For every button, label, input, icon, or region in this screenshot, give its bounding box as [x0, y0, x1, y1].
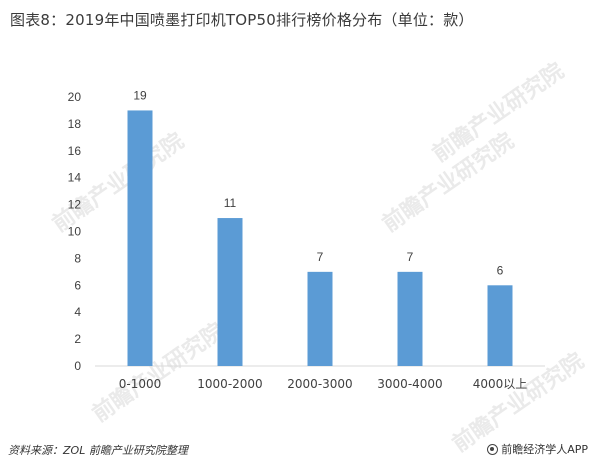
- bars: 19 11 7 7 6: [127, 88, 513, 366]
- data-label: 19: [133, 88, 147, 102]
- brand-logo-icon: [487, 444, 499, 455]
- chart-title: 图表8：2019年中国喷墨打印机TOP50排行榜价格分布（单位：款）: [10, 11, 474, 29]
- y-tick-label: 4: [74, 305, 81, 319]
- y-tick-label: 12: [68, 198, 82, 212]
- bar: [127, 110, 153, 366]
- y-tick-label: 16: [68, 144, 82, 158]
- x-tick-label: 4000以上: [473, 377, 528, 391]
- y-tick-label: 20: [68, 90, 82, 104]
- y-tick-label: 14: [68, 171, 82, 185]
- bar: [217, 218, 243, 366]
- x-tick-label: 1000-2000: [197, 377, 262, 391]
- y-tick-label: 8: [74, 251, 81, 265]
- data-label: 6: [497, 263, 504, 277]
- x-axis: 0-1000 1000-2000 2000-3000 3000-4000 4000以上: [119, 377, 528, 391]
- brand-text: 前瞻经济学人APP: [501, 443, 588, 456]
- y-tick-label: 2: [74, 332, 81, 346]
- bar: [307, 271, 333, 366]
- x-tick-label: 0-1000: [119, 377, 162, 391]
- bar: [397, 271, 423, 366]
- y-tick-label: 6: [74, 278, 81, 292]
- y-tick-label: 0: [74, 359, 81, 373]
- x-tick-label: 2000-3000: [287, 377, 352, 391]
- bar: [487, 285, 513, 366]
- y-tick-label: 18: [68, 117, 82, 131]
- y-axis: 0 2 4 6 8 10 12 14 16 18 20: [68, 90, 82, 373]
- source-note: 资料来源：ZOL 前瞻产业研究院整理: [8, 444, 188, 457]
- data-label: 11: [224, 196, 237, 210]
- y-tick-label: 10: [68, 225, 82, 239]
- brand-label: 前瞻经济学人APP: [487, 441, 588, 457]
- x-tick-label: 3000-4000: [377, 377, 442, 391]
- data-label: 7: [317, 250, 324, 264]
- data-label: 7: [407, 250, 414, 264]
